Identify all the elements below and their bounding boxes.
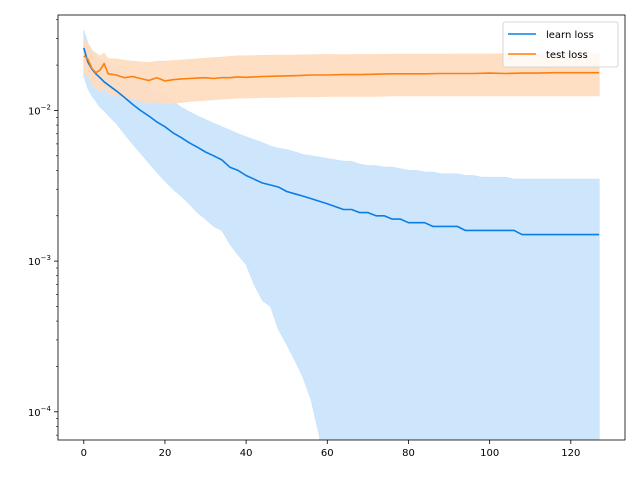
legend-label-test: test loss: [546, 50, 588, 61]
x-tick-label: 80: [402, 448, 415, 459]
x-tick-label: 60: [321, 448, 334, 459]
test-loss-line: [83, 55, 600, 82]
y-axis: 10−4 10−3 10−2: [28, 19, 58, 436]
legend: learn loss test loss: [502, 21, 619, 68]
x-tick-label: 100: [480, 448, 499, 459]
plot-area: [83, 30, 600, 440]
x-axis: 0 20 40 60 80 100 120: [81, 440, 580, 459]
x-tick-label: 20: [159, 448, 172, 459]
plot-frame: [57, 14, 626, 441]
x-tick-label: 0: [81, 448, 87, 459]
x-tick-label: 40: [240, 448, 253, 459]
learn-loss-band: [83, 30, 600, 440]
legend-label-learn: learn loss: [546, 30, 594, 41]
test-loss-band: [83, 40, 600, 105]
learn-loss-line: [83, 47, 600, 236]
y-tick-label: 10−2: [28, 103, 51, 117]
y-tick-label: 10−4: [28, 405, 52, 419]
y-tick-label: 10−3: [28, 254, 51, 268]
x-tick-label: 120: [561, 448, 580, 459]
